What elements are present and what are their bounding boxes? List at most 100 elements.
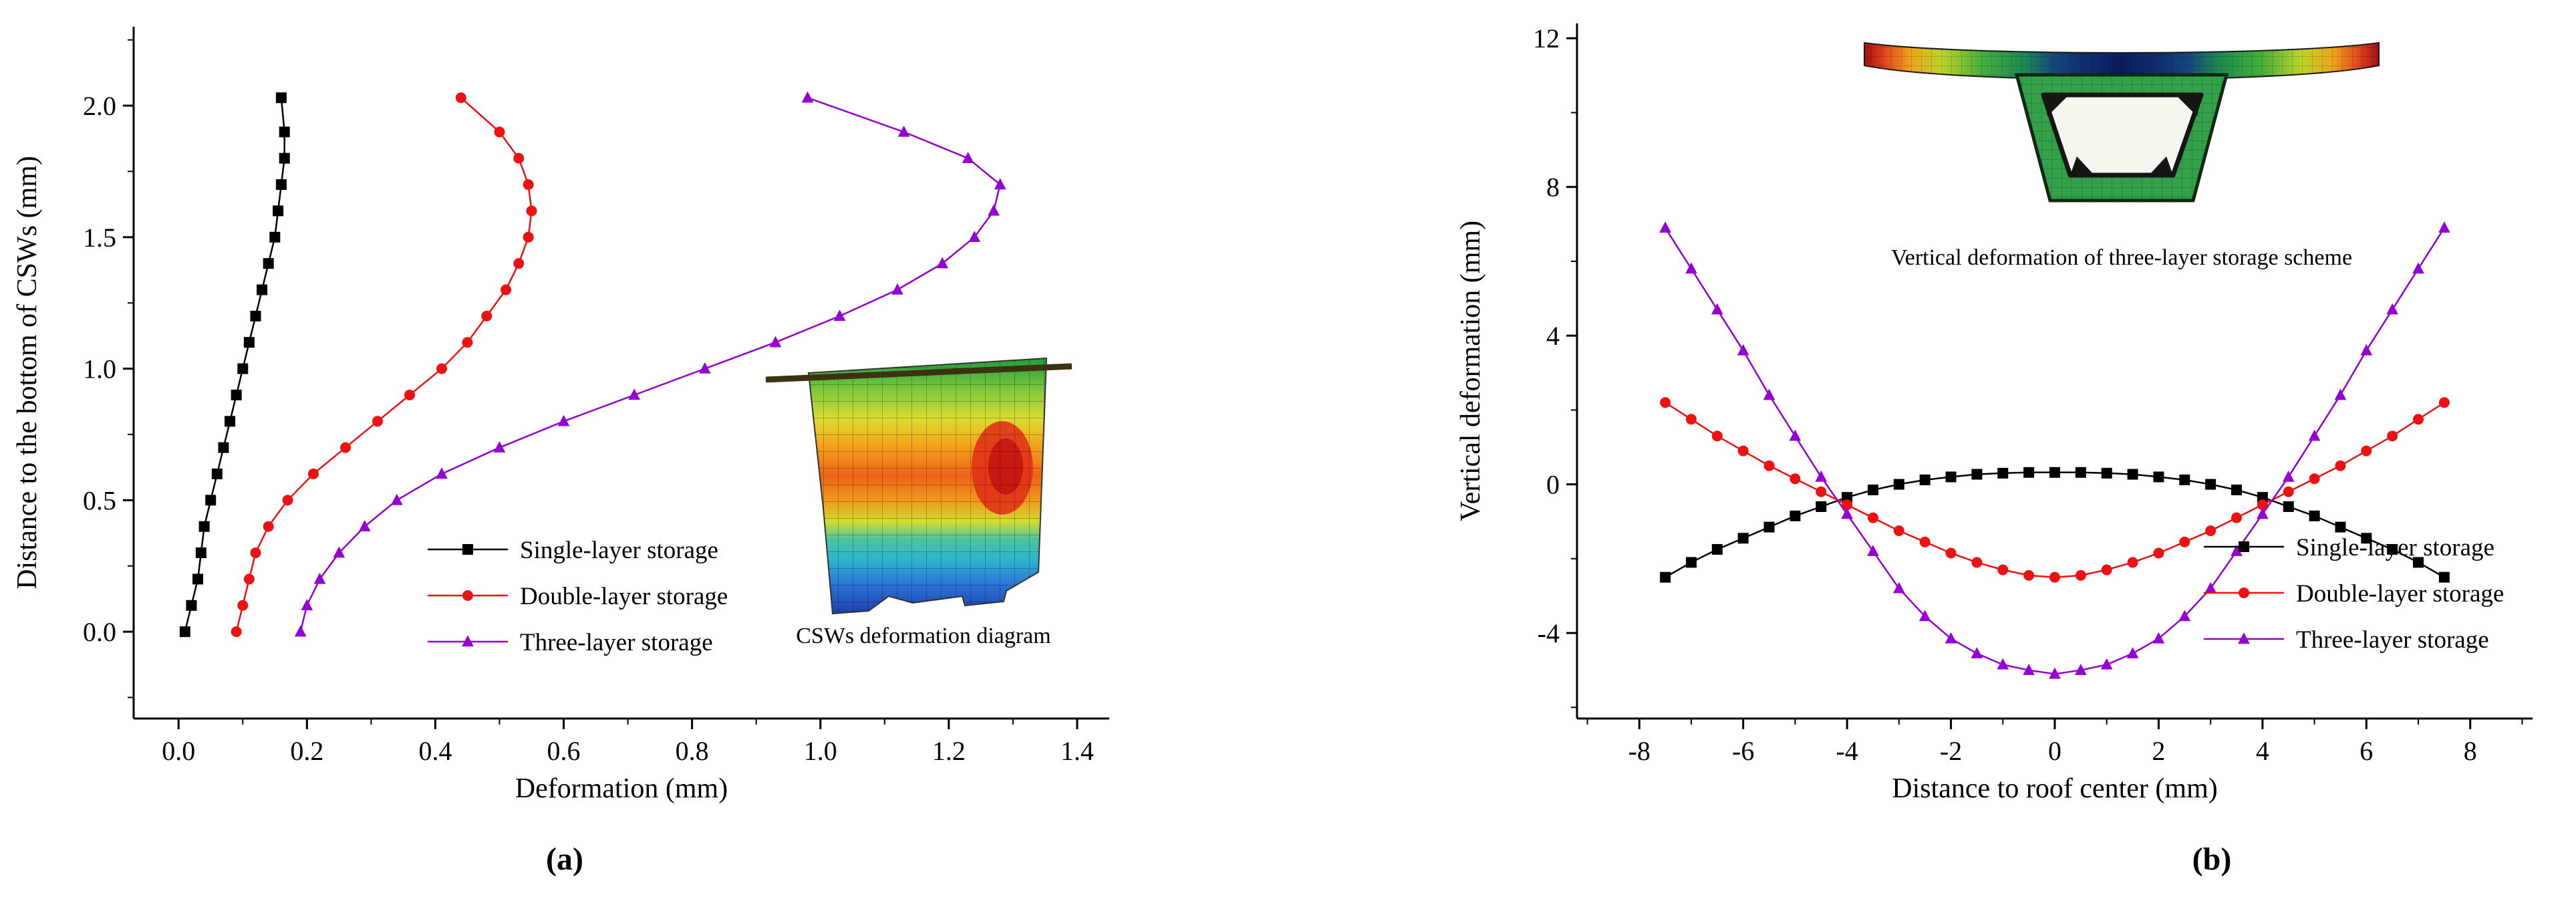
marker-circle-icon	[2101, 564, 2112, 575]
x-tick-label: -4	[1836, 736, 1858, 766]
y-tick-label: 12	[1533, 23, 1560, 53]
bridge-inset-caption: Vertical deformation of three-layer stor…	[1891, 245, 2352, 270]
series-single-layer-storage	[179, 92, 290, 638]
marker-circle-icon	[513, 152, 525, 164]
marker-square-icon	[2205, 479, 2216, 490]
x-tick-label: 1.2	[932, 736, 966, 766]
y-tick-label: 0.0	[83, 617, 116, 647]
marker-square-icon	[279, 126, 290, 138]
marker-triangle-icon	[2412, 262, 2424, 274]
marker-circle-icon	[339, 442, 351, 453]
marker-square-icon	[186, 600, 197, 611]
marker-triangle-icon	[1918, 610, 1931, 622]
marker-square-icon	[2179, 474, 2190, 485]
marker-circle-icon	[2413, 414, 2424, 425]
marker-circle-icon	[2049, 571, 2060, 583]
marker-square-icon	[231, 389, 242, 400]
series-double-layer-storage	[1660, 397, 2450, 583]
csw-mesh-grid	[809, 358, 1046, 614]
y-tick-label: 2.0	[83, 91, 116, 121]
marker-circle-icon	[237, 600, 249, 611]
marker-circle-icon	[231, 626, 242, 638]
marker-triangle-icon	[2438, 221, 2450, 233]
marker-triangle-icon	[2386, 303, 2398, 315]
bridge-haunch-top-left	[2043, 95, 2069, 116]
marker-circle-icon	[1842, 499, 1853, 511]
marker-circle-icon	[2231, 512, 2243, 523]
marker-square-icon	[2231, 484, 2243, 495]
marker-triangle-icon	[333, 546, 345, 558]
marker-circle-icon	[263, 521, 274, 532]
csw-deformation-inset: CSWs deformation diagram	[765, 357, 1072, 648]
marker-triangle-icon	[2178, 610, 2191, 622]
marker-circle-icon	[1997, 564, 2009, 575]
marker-square-icon	[2101, 467, 2112, 479]
legend-label: Three-layer storage	[2296, 626, 2489, 654]
marker-circle-icon	[523, 179, 534, 190]
marker-square-icon	[243, 337, 255, 348]
marker-circle-icon	[1685, 414, 1697, 425]
marker-circle-icon	[455, 92, 466, 104]
series-single-layer-storage	[1660, 467, 2450, 583]
series-three-layer-storage	[294, 91, 1006, 637]
marker-square-icon	[279, 152, 290, 164]
marker-square-icon	[2361, 533, 2372, 544]
marker-triangle-icon	[2282, 470, 2295, 482]
x-tick-label: -2	[1940, 736, 1962, 766]
marker-square-icon	[205, 495, 217, 506]
marker-circle-icon	[250, 547, 261, 559]
marker-square-icon	[2153, 471, 2164, 483]
x-axis-title: Distance to roof center (mm)	[1892, 773, 2217, 804]
legend-marker-icon	[462, 635, 474, 647]
marker-square-icon	[263, 258, 274, 269]
chart-b: Vertical deformation of three-layer stor…	[1455, 23, 2533, 804]
marker-square-icon	[2438, 571, 2450, 583]
marker-square-icon	[1945, 471, 1957, 483]
marker-triangle-icon	[1841, 507, 1853, 519]
bridge-haunch-top-right	[2176, 95, 2201, 116]
bridge-deck-mesh	[1864, 43, 2379, 80]
marker-triangle-icon	[1659, 221, 1671, 233]
panel-b: Vertical deformation of three-layer stor…	[1169, 0, 2576, 907]
marker-circle-icon	[2153, 547, 2164, 559]
marker-triangle-icon	[699, 362, 711, 374]
marker-circle-icon	[1737, 445, 1749, 457]
marker-circle-icon	[462, 337, 473, 348]
legend-marker-icon	[2238, 632, 2250, 644]
marker-square-icon	[2335, 521, 2346, 533]
marker-triangle-icon	[1737, 344, 1749, 356]
marker-circle-icon	[2205, 525, 2216, 537]
marker-square-icon	[225, 416, 236, 427]
marker-triangle-icon	[801, 91, 814, 103]
marker-square-icon	[273, 205, 284, 217]
legend-label: Double-layer storage	[2296, 580, 2504, 608]
x-tick-label: 1.4	[1060, 736, 1094, 766]
marker-circle-icon	[282, 495, 293, 506]
y-tick-label: -4	[1538, 618, 1560, 648]
marker-triangle-icon	[769, 336, 782, 348]
marker-circle-icon	[1763, 460, 1775, 471]
x-tick-label: -8	[1628, 736, 1651, 766]
x-tick-label: 0	[2048, 736, 2061, 766]
marker-triangle-icon	[1971, 647, 1983, 658]
y-tick-label: 1.0	[83, 354, 116, 384]
marker-triangle-icon	[2257, 507, 2269, 519]
marker-square-icon	[237, 363, 249, 374]
chart-b-axes: -8 -6 -4 -2 0 2 4 6 8 -4 0 4 8 12 Distance to roof cen…	[1455, 23, 2533, 804]
marker-square-icon	[218, 442, 229, 453]
marker-square-icon	[1997, 467, 2009, 479]
marker-triangle-icon	[2334, 388, 2347, 400]
marker-circle-icon	[500, 284, 512, 295]
chart-b-legend: Single-layer storage Double-layer storage…	[2204, 534, 2504, 654]
marker-triangle-icon	[301, 599, 313, 610]
marker-triangle-icon	[2100, 658, 2113, 670]
marker-circle-icon	[1790, 473, 1801, 485]
y-tick-label: 4	[1546, 321, 1560, 351]
marker-triangle-icon	[2023, 664, 2035, 675]
marker-triangle-icon	[1789, 429, 1802, 441]
x-tick-label: 8	[2464, 736, 2477, 766]
marker-triangle-icon	[897, 125, 910, 137]
marker-triangle-icon	[2360, 344, 2373, 356]
marker-triangle-icon	[1945, 632, 1957, 644]
